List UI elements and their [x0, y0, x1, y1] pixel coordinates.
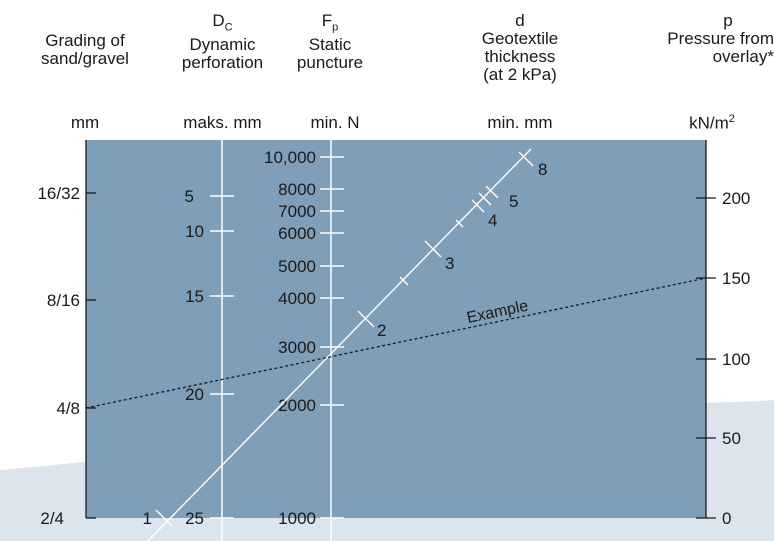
dynamic-tick-5: 5 — [185, 187, 194, 206]
pressure-header-line-1: Pressure from — [667, 29, 774, 48]
grading-tick-8-16: 8/16 — [47, 291, 80, 310]
dynamic-tick-20: 20 — [185, 385, 204, 404]
dynamic-header: DC Dynamic perforation — [160, 12, 285, 72]
thickness-unit: min. mm — [487, 113, 553, 132]
grading-tick-4-8: 4/8 — [56, 399, 80, 418]
pressure-unit: kN/m2 — [689, 113, 735, 133]
static-tick-10000: 10,000 — [264, 148, 316, 167]
static-tick-4000: 4000 — [278, 289, 316, 308]
static-header-line-1: Static — [308, 35, 352, 55]
dynamic-tick-25: 25 — [185, 509, 204, 528]
thickness-tick-1: 1 — [143, 509, 152, 528]
thickness-scale-line — [147, 148, 532, 541]
static-tick-7000: 7000 — [278, 202, 316, 221]
static-tick-3000: 3000 — [278, 338, 316, 357]
thickness-tick-5: 5 — [509, 192, 518, 211]
static-tick-1000: 1000 — [278, 509, 316, 528]
grading-header-line-1: Grading of — [45, 31, 125, 50]
thickness-header-line-1: Geotextile — [481, 29, 559, 48]
dynamic-header-line-1: Dynamic — [189, 35, 256, 55]
static-header-line-2: puncture — [296, 53, 364, 73]
static-tick-6000: 6000 — [278, 224, 316, 243]
dynamic-header-line-2: perforation — [181, 53, 264, 73]
dynamic-ticks — [210, 195, 234, 519]
thickness-tick-3: 3 — [445, 254, 454, 273]
grading-tick-2-4: 2/4 — [40, 509, 64, 528]
thickness-tick-8: 8 — [538, 160, 547, 179]
static-unit: min. N — [310, 113, 360, 132]
pressure-header-line-2: overlay* — [712, 47, 774, 66]
pressure-tick-50: 50 — [722, 429, 741, 448]
pressure-tick-100: 100 — [722, 350, 750, 369]
dynamic-tick-10: 10 — [185, 222, 204, 241]
dynamic-unit: maks. mm — [183, 113, 262, 132]
grading-header-line-2: sand/gravel — [41, 49, 129, 68]
thickness-header: d Geotextile thickness (at 2 kPa) — [460, 12, 580, 84]
thickness-tick-4: 4 — [488, 211, 497, 230]
grading-tick-16-32: 16/32 — [37, 184, 80, 203]
thickness-tick-2: 2 — [377, 321, 386, 340]
example-line — [85, 277, 707, 409]
static-header: Fp Static puncture — [285, 12, 375, 72]
static-symbol: Fp — [321, 11, 339, 34]
grading-unit: mm — [70, 113, 100, 132]
dynamic-symbol: DC — [212, 11, 233, 34]
blue-panel — [86, 140, 706, 518]
pressure-tick-150: 150 — [722, 269, 750, 288]
grading-header: Grading of sand/gravel — [20, 32, 150, 68]
thickness-header-line-3: (at 2 kPa) — [483, 65, 557, 84]
static-tick-5000: 5000 — [278, 257, 316, 276]
dynamic-tick-15: 15 — [185, 287, 204, 306]
pressure-tick-0: 0 — [722, 509, 731, 528]
static-tick-2000: 2000 — [278, 396, 316, 415]
pressure-symbol: p — [723, 11, 733, 30]
pressure-header: p Pressure from overlay* — [652, 12, 774, 66]
thickness-header-line-2: thickness — [484, 47, 556, 66]
static-ticks — [320, 156, 344, 519]
static-tick-8000: 8000 — [278, 180, 316, 199]
pressure-tick-200: 200 — [722, 189, 750, 208]
thickness-ticks — [155, 151, 534, 527]
thickness-symbol: d — [515, 11, 525, 30]
